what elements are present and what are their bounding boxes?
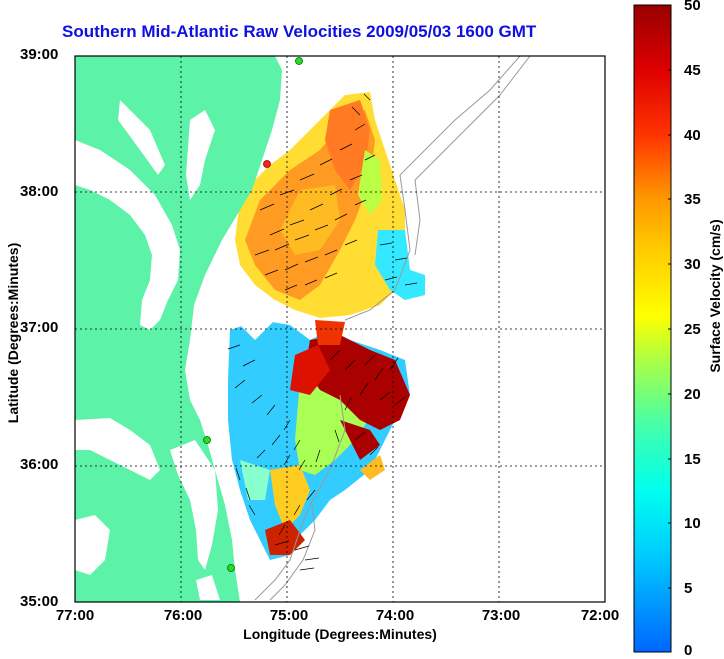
colorbar-tick: 45 bbox=[684, 62, 701, 79]
y-tick: 39:00 bbox=[20, 46, 59, 63]
station-marker bbox=[203, 436, 211, 444]
colorbar-tick: 25 bbox=[684, 321, 701, 338]
bathymetry-contours bbox=[254, 55, 531, 601]
colorbar-tick: 10 bbox=[684, 515, 701, 532]
station-marker bbox=[263, 160, 271, 168]
stations bbox=[203, 57, 303, 572]
y-tick: 37:00 bbox=[20, 319, 59, 336]
x-axis-label: Longitude (Degrees:Minutes) bbox=[243, 626, 437, 642]
colorbar-tick: 40 bbox=[684, 127, 701, 144]
colorbar-tick: 30 bbox=[684, 256, 701, 273]
x-tick: 72:00 bbox=[580, 607, 620, 624]
colorbar-tick: 35 bbox=[684, 191, 701, 208]
x-tick: 76:00 bbox=[163, 607, 203, 624]
colorbar bbox=[633, 4, 672, 653]
colorbar-tick: 5 bbox=[684, 580, 693, 597]
y-tick: 38:00 bbox=[20, 183, 59, 200]
y-tick: 35:00 bbox=[20, 593, 59, 610]
x-tick: 74:00 bbox=[375, 607, 415, 624]
data-gaps bbox=[200, 300, 275, 415]
velocity-field bbox=[228, 92, 425, 560]
colorbar-tick: 15 bbox=[684, 451, 701, 468]
station-marker bbox=[295, 57, 303, 65]
y-tick: 36:00 bbox=[20, 456, 59, 473]
land bbox=[75, 56, 282, 602]
x-tick: 73:00 bbox=[481, 607, 521, 624]
plot-frame bbox=[74, 55, 606, 603]
velocity-vectors bbox=[227, 93, 418, 571]
x-tick: 77:00 bbox=[55, 607, 95, 624]
station-marker bbox=[227, 564, 235, 572]
colorbar-tick: 20 bbox=[684, 386, 701, 403]
colorbar-tick: 0 bbox=[684, 642, 693, 659]
colorbar-tick: 50 bbox=[684, 0, 701, 14]
grid bbox=[75, 56, 605, 602]
x-tick: 75:00 bbox=[269, 607, 309, 624]
map-title: Southern Mid-Atlantic Raw Velocities 200… bbox=[62, 22, 537, 41]
colorbar-ticks bbox=[668, 69, 671, 589]
